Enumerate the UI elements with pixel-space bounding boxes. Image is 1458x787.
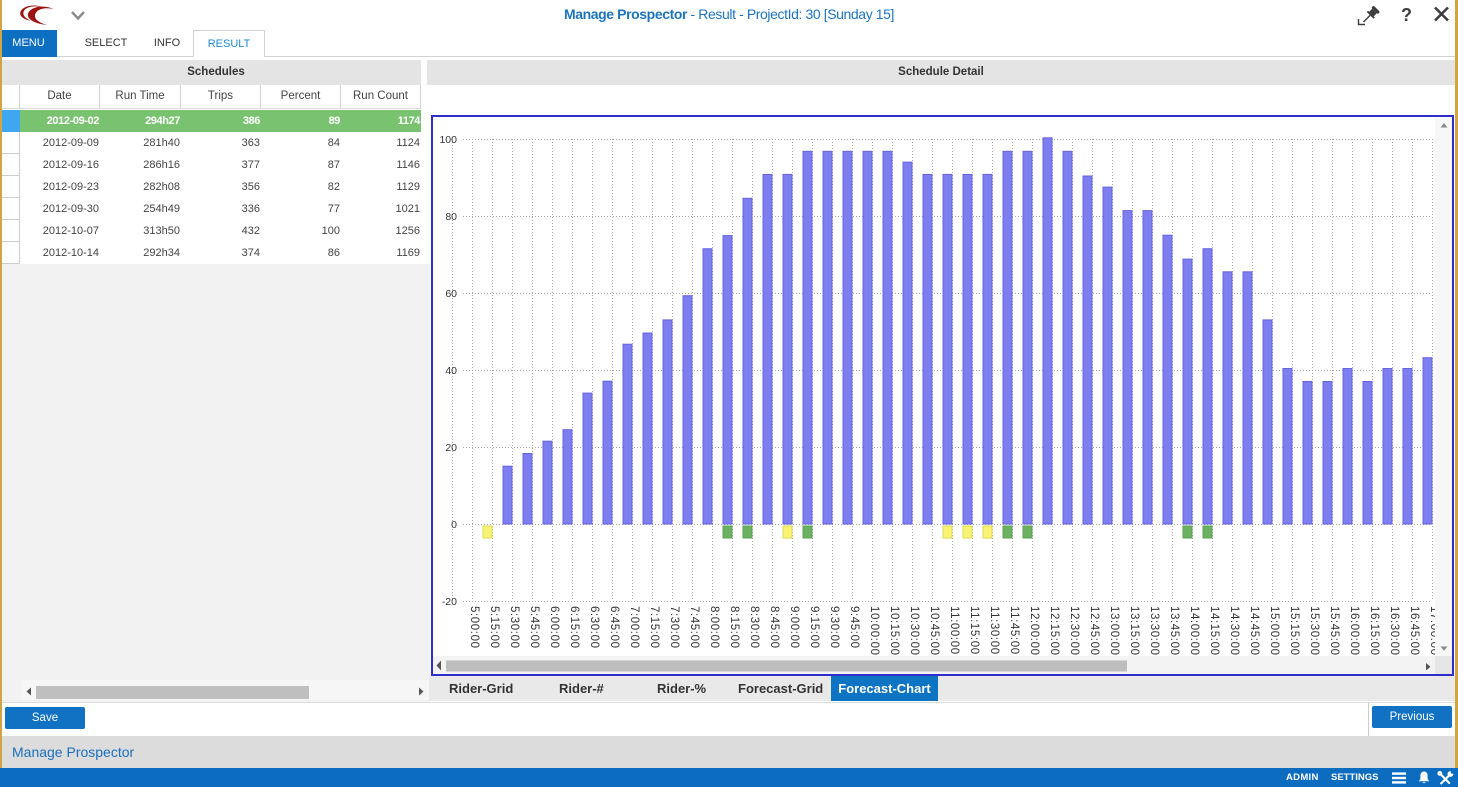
svg-text:12:15:00: 12:15:00 — [1048, 606, 1060, 656]
svg-text:14:00:00: 14:00:00 — [1188, 606, 1200, 656]
svg-text:6:00:00: 6:00:00 — [548, 606, 560, 649]
svg-text:16:45:00: 16:45:00 — [1408, 606, 1420, 656]
svg-text:10:45:00: 10:45:00 — [928, 606, 940, 656]
svg-text:60: 60 — [445, 288, 457, 300]
svg-text:13:15:00: 13:15:00 — [1128, 606, 1140, 656]
svg-text:-20: -20 — [442, 596, 457, 608]
svg-text:12:00:00: 12:00:00 — [1028, 606, 1040, 656]
svg-text:80: 80 — [445, 211, 457, 223]
svg-text:8:30:00: 8:30:00 — [748, 606, 760, 649]
svg-text:6:30:00: 6:30:00 — [588, 606, 600, 649]
svg-text:0: 0 — [451, 519, 457, 531]
svg-text:14:45:00: 14:45:00 — [1248, 606, 1260, 656]
svg-text:8:45:00: 8:45:00 — [768, 606, 780, 649]
svg-text:16:00:00: 16:00:00 — [1348, 606, 1360, 656]
svg-text:10:00:00: 10:00:00 — [868, 606, 880, 656]
svg-text:9:30:00: 9:30:00 — [828, 606, 840, 649]
svg-text:5:45:00: 5:45:00 — [528, 606, 540, 649]
svg-text:15:30:00: 15:30:00 — [1308, 606, 1320, 656]
svg-text:5:00:00: 5:00:00 — [468, 606, 480, 649]
svg-text:12:30:00: 12:30:00 — [1068, 606, 1080, 656]
svg-text:8:00:00: 8:00:00 — [708, 606, 720, 649]
svg-text:15:15:00: 15:15:00 — [1288, 606, 1300, 656]
svg-text:11:00:00: 11:00:00 — [948, 606, 960, 655]
svg-text:10:15:00: 10:15:00 — [888, 606, 900, 656]
svg-text:13:45:00: 13:45:00 — [1168, 606, 1180, 656]
svg-text:6:15:00: 6:15:00 — [568, 606, 580, 649]
svg-text:9:00:00: 9:00:00 — [788, 606, 800, 649]
svg-text:9:45:00: 9:45:00 — [848, 606, 860, 649]
svg-text:14:30:00: 14:30:00 — [1228, 606, 1240, 656]
svg-text:9:15:00: 9:15:00 — [808, 606, 820, 649]
svg-text:7:00:00: 7:00:00 — [628, 606, 640, 649]
svg-text:40: 40 — [445, 365, 457, 377]
svg-text:100: 100 — [439, 134, 457, 146]
svg-text:15:00:00: 15:00:00 — [1268, 606, 1280, 656]
svg-text:11:30:00: 11:30:00 — [988, 606, 1000, 655]
svg-text:13:30:00: 13:30:00 — [1148, 606, 1160, 656]
svg-text:7:15:00: 7:15:00 — [648, 606, 660, 649]
svg-text:12:45:00: 12:45:00 — [1088, 606, 1100, 656]
svg-text:8:15:00: 8:15:00 — [728, 606, 740, 649]
svg-text:15:45:00: 15:45:00 — [1328, 606, 1340, 656]
svg-text:13:00:00: 13:00:00 — [1108, 606, 1120, 656]
svg-text:7:45:00: 7:45:00 — [688, 606, 700, 649]
svg-text:11:15:00: 11:15:00 — [968, 606, 980, 655]
svg-text:16:15:00: 16:15:00 — [1368, 606, 1380, 656]
svg-text:5:15:00: 5:15:00 — [488, 606, 500, 649]
svg-text:7:30:00: 7:30:00 — [668, 606, 680, 649]
svg-text:16:30:00: 16:30:00 — [1388, 606, 1400, 656]
svg-text:10:30:00: 10:30:00 — [908, 606, 920, 656]
svg-text:14:15:00: 14:15:00 — [1208, 606, 1220, 656]
svg-text:?: ? — [1401, 5, 1412, 25]
svg-text:20: 20 — [445, 442, 457, 454]
svg-text:5:30:00: 5:30:00 — [508, 606, 520, 649]
svg-text:6:45:00: 6:45:00 — [608, 606, 620, 649]
svg-text:11:45:00: 11:45:00 — [1008, 606, 1020, 655]
